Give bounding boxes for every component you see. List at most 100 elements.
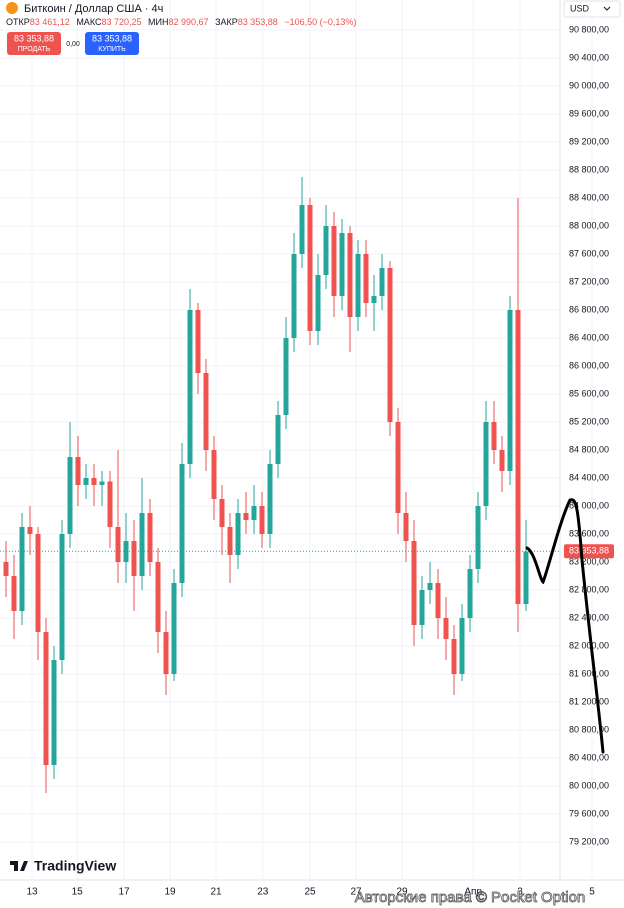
candle-body <box>179 464 185 583</box>
candle-body <box>499 450 505 471</box>
candle-body <box>195 310 201 373</box>
currency-select[interactable] <box>563 0 621 18</box>
sell-bg[interactable] <box>7 32 61 55</box>
candle-body <box>427 583 433 590</box>
candle-body <box>363 254 369 303</box>
candle-body <box>75 457 81 485</box>
candle-body <box>11 576 17 611</box>
buy-bg[interactable] <box>85 32 139 55</box>
y-tick-label: 90 800,00 <box>569 24 609 34</box>
candle-body <box>19 527 25 611</box>
buy-label[interactable]: КУПИТЬ <box>98 46 126 53</box>
hand-drawn-arrow <box>525 498 605 754</box>
x-tick-label: 29 <box>396 887 408 898</box>
candle-body <box>443 618 449 639</box>
x-tick-label: Апр <box>464 887 482 898</box>
candle-body <box>515 310 521 604</box>
candles <box>3 177 529 793</box>
candle-body <box>347 233 353 317</box>
x-tick-label: 3 <box>517 887 523 898</box>
y-tick-label: 90 400,00 <box>569 52 609 62</box>
y-tick-label: 80 800,00 <box>569 724 609 734</box>
y-tick-label: 83 200,00 <box>569 556 609 566</box>
candle-body <box>331 226 337 296</box>
candle-body <box>299 205 305 254</box>
y-tick-label: 81 600,00 <box>569 668 609 678</box>
candle-body <box>203 373 209 450</box>
ohlc-value: 82 990,67 <box>169 17 209 27</box>
candle-body <box>187 310 193 464</box>
y-tick-label: 90 000,00 <box>569 80 609 90</box>
sell-button[interactable]: 83 353,88 ПРОДАТЬ <box>7 32 61 55</box>
candle-body <box>395 422 401 513</box>
buy-button[interactable]: 83 353,88 КУПИТЬ <box>85 32 139 55</box>
ohlc-value: 83 353,88 <box>238 17 278 27</box>
ohlc-label: МИН <box>148 17 168 27</box>
candle-body <box>131 541 137 576</box>
y-tick-label: 84 400,00 <box>569 472 609 482</box>
candle-body <box>259 506 265 534</box>
candle-body <box>67 457 73 534</box>
candle-body <box>323 226 329 275</box>
candle-body <box>83 478 89 485</box>
candle-body <box>147 513 153 562</box>
watermark: Авторские права © Pocket Option <box>355 889 586 906</box>
y-tick-label: 86 400,00 <box>569 332 609 342</box>
x-tick-label: 17 <box>118 887 130 898</box>
y-tick-label: 85 600,00 <box>569 388 609 398</box>
candle-body <box>507 310 513 471</box>
candle-body <box>283 338 289 415</box>
sell-price[interactable]: 83 353,88 <box>14 33 54 43</box>
last-price-label: 83 353,88 <box>569 546 609 556</box>
candle-body <box>43 632 49 765</box>
y-tick-label: 80 400,00 <box>569 752 609 762</box>
y-tick-label: 83 600,00 <box>569 528 609 538</box>
candle-body <box>491 422 497 450</box>
candle-body <box>355 254 361 317</box>
grid <box>0 0 593 880</box>
x-tick-label: 19 <box>164 887 176 898</box>
candle-body <box>523 551 529 604</box>
y-tick-label: 86 800,00 <box>569 304 609 314</box>
candle-body <box>243 513 249 520</box>
candle-body <box>91 478 97 485</box>
sell-label[interactable]: ПРОДАТЬ <box>18 46 51 53</box>
candle-body <box>475 506 481 569</box>
candle-body <box>371 296 377 303</box>
x-tick-label: 13 <box>26 887 38 898</box>
candle-body <box>267 464 273 534</box>
ohlc-value: 83 461,12 <box>30 17 70 27</box>
candle-body <box>3 562 9 576</box>
y-tick-label: 79 200,00 <box>569 836 609 846</box>
coin-icon <box>6 2 18 14</box>
x-tick-label: 27 <box>350 887 362 898</box>
candle-body <box>219 499 225 527</box>
candle-body <box>483 422 489 506</box>
y-tick-label: 81 200,00 <box>569 696 609 706</box>
y-tick-label: 82 800,00 <box>569 584 609 594</box>
ohlc-label: ЗАКР <box>215 17 238 27</box>
ohlc-value: 83 720,25 <box>101 17 141 27</box>
candle-body <box>435 583 441 618</box>
x-tick-label: 23 <box>257 887 269 898</box>
y-tick-label: 87 600,00 <box>569 248 609 258</box>
spread: 0,00 <box>66 41 80 48</box>
candle-body <box>419 590 425 625</box>
ohlc-label: МАКС <box>76 17 102 27</box>
y-tick-label: 88 800,00 <box>569 164 609 174</box>
candle-body <box>59 534 65 660</box>
buy-price[interactable]: 83 353,88 <box>92 33 132 43</box>
candle-body <box>155 562 161 632</box>
candle-body <box>379 268 385 296</box>
candle-body <box>171 583 177 674</box>
candle-body <box>467 569 473 618</box>
y-tick-label: 86 000,00 <box>569 360 609 370</box>
candle-body <box>107 481 113 527</box>
candle-body <box>411 541 417 625</box>
y-tick-label: 87 200,00 <box>569 276 609 286</box>
y-tick-label: 89 600,00 <box>569 108 609 118</box>
y-tick-label: 84 800,00 <box>569 444 609 454</box>
currency[interactable]: USD <box>570 3 590 13</box>
candle-body <box>235 513 241 555</box>
